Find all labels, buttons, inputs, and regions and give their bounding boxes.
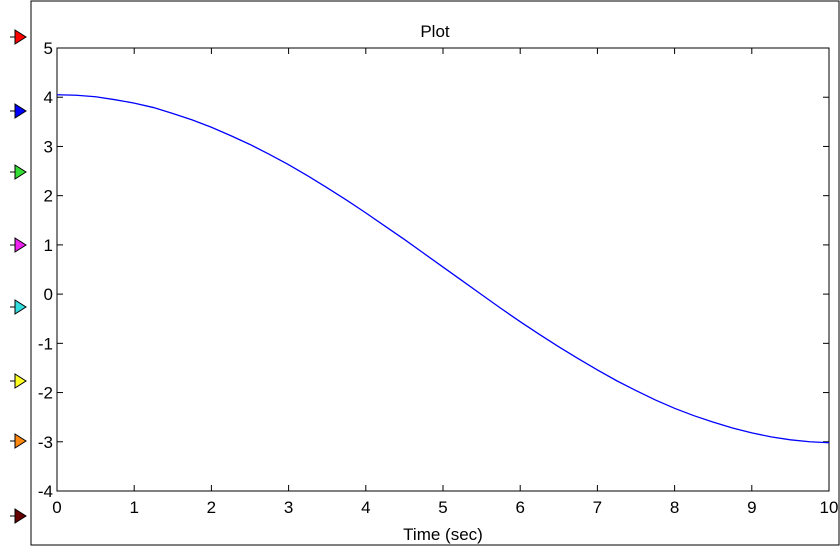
- y-tick-label: -3: [38, 433, 53, 452]
- y-tick-label: 2: [44, 187, 53, 206]
- y-tick-label: 3: [44, 137, 53, 156]
- y-tick-label: 5: [44, 39, 53, 58]
- chart-title: Plot: [420, 22, 450, 41]
- y-tick-label: 1: [44, 236, 53, 255]
- block-frame: [30, 0, 840, 546]
- port-darkred-arrow[interactable]: [10, 508, 27, 524]
- x-axis-label: Time (sec): [403, 525, 483, 544]
- port-yellow-arrow[interactable]: [10, 373, 27, 389]
- y-tick-label: -4: [38, 482, 53, 501]
- x-tick-label: 7: [593, 498, 602, 517]
- port-green-arrow[interactable]: [10, 164, 27, 180]
- port-blue-arrow[interactable]: [10, 103, 27, 119]
- x-tick-label: 5: [438, 498, 447, 517]
- x-tick-label: 10: [820, 498, 839, 517]
- x-tick-label: 0: [52, 498, 61, 517]
- y-axis: -4 -3 -2 -1 0 1 2 3 4 5: [38, 39, 829, 501]
- input-ports: [10, 29, 27, 524]
- x-tick-label: 1: [129, 498, 138, 517]
- series-line-0: [56, 94, 830, 444]
- port-magenta-arrow[interactable]: [10, 237, 27, 253]
- x-tick-label: 6: [515, 498, 524, 517]
- x-tick-label: 4: [361, 498, 370, 517]
- y-tick-label: -1: [38, 334, 53, 353]
- x-tick-label: 8: [670, 498, 679, 517]
- port-orange-arrow[interactable]: [10, 433, 27, 449]
- x-tick-label: 9: [747, 498, 756, 517]
- series-layer: [56, 94, 830, 444]
- x-tick-label: 3: [284, 498, 293, 517]
- port-red-arrow[interactable]: [10, 29, 27, 45]
- y-tick-label: -2: [38, 384, 53, 403]
- port-cyan-arrow[interactable]: [10, 299, 27, 315]
- y-tick-label: 0: [44, 285, 53, 304]
- x-tick-label: 2: [207, 498, 216, 517]
- x-axis: 0 1 2 3 4 5 6 7 8 9 10: [52, 48, 838, 517]
- y-tick-label: 4: [44, 88, 53, 107]
